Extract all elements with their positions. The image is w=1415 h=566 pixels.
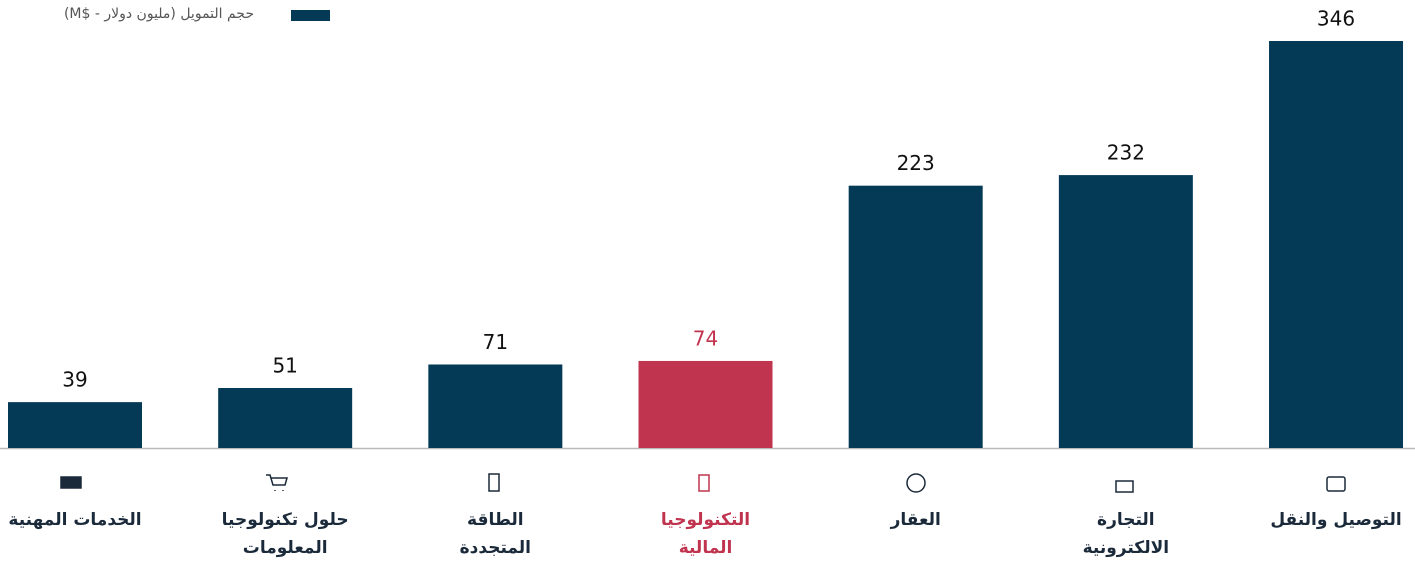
legend-label: حجم التمويل (مليون دولار - $M) [63, 6, 254, 22]
x-tick-label: التكنولوجيا المالية [660, 510, 751, 558]
value-label: 39 [62, 368, 87, 392]
bar [8, 402, 142, 448]
bar [1058, 175, 1193, 448]
icons [60, 473, 1346, 493]
icon-building [488, 473, 500, 492]
icon-truck [60, 476, 82, 489]
x-tick-label: الطاقة المتجددة [459, 510, 532, 558]
icon-phone [698, 474, 710, 492]
x-tick-label: التوصيل والنقل [1270, 510, 1402, 530]
icon-briefcase [1326, 476, 1346, 492]
x-tick-label: التجارة الالكترونية [1082, 510, 1170, 558]
value-label: 74 [693, 326, 718, 350]
icon-monitor [1115, 480, 1134, 493]
value-label: 346 [1317, 7, 1355, 31]
bar [428, 364, 563, 448]
value-label: 223 [897, 151, 935, 175]
value-label: 232 [1107, 141, 1145, 165]
bar [218, 388, 353, 448]
legend-swatch [291, 10, 330, 21]
value-label: 51 [272, 354, 297, 378]
bar [638, 360, 773, 448]
bar [848, 185, 983, 448]
value-label: 71 [483, 330, 508, 354]
x-tick-label: حلول تكنولوجيا المعلومات [221, 510, 349, 558]
bar [1269, 41, 1404, 448]
icon-cart [266, 474, 288, 491]
x-tick-label: العقار [890, 510, 941, 530]
x-tick-label: الخدمات المهنية [8, 510, 142, 530]
icon-bolt [906, 473, 926, 493]
